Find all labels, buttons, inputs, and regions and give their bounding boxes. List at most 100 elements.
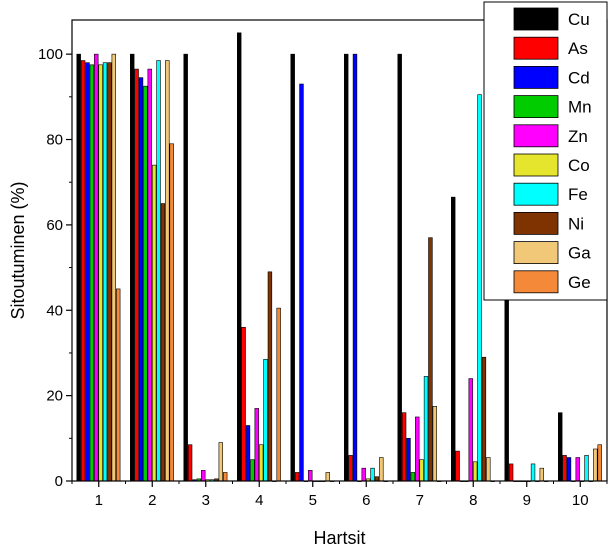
bar-as-7 [401,412,407,482]
bar-ge-3 [223,472,228,482]
y-tick-label: 20 [46,388,63,405]
legend-swatch-zn [513,124,559,148]
x-tick-label: 2 [148,492,156,509]
bar-cd-1 [85,62,90,482]
legend: Cu As Cd Mn Zn Co Fe Ni Ga Ge [483,1,608,301]
bar-ni-7 [428,237,433,482]
bar-zn-1 [94,53,99,482]
bar-group-6 [344,53,388,482]
bar-as-6 [348,455,353,482]
legend-label-co: Co [568,156,590,175]
bar-as-2 [134,68,139,482]
legend-swatch-co [513,153,559,177]
bar-ga-9 [539,467,544,482]
bar-co-1 [98,64,103,482]
bar-fe-9 [530,463,536,482]
bar-ga-5 [325,472,331,482]
bar-zn-8 [468,378,473,482]
bar-ge-2 [169,143,174,482]
legend-label-zn: Zn [568,127,588,146]
bar-zn-4 [254,408,259,482]
bar-cu-3 [183,53,188,482]
bar-mn-7 [410,472,416,482]
y-tick-label: 100 [38,46,63,63]
bar-ni-2 [160,203,166,482]
legend-swatch-ni [513,211,559,235]
bar-zn-5 [308,470,313,482]
bar-group-7 [397,53,442,482]
bar-ni-6 [374,476,380,482]
x-tick-label: 9 [523,492,531,509]
legend-label-mn: Mn [568,98,592,117]
bar-fe-1 [102,62,108,482]
bar-cd-4 [245,425,251,482]
legend-swatch-cd [513,66,559,89]
bar-as-1 [80,60,86,482]
x-tick-label: 3 [202,492,210,509]
bar-ni-8 [481,356,487,482]
x-tick-label: 4 [255,492,263,509]
x-tick-label: 6 [362,492,370,509]
bar-group-1 [76,53,121,482]
bar-zn-10 [575,457,580,482]
legend-label-cu: Cu [568,10,590,29]
bar-mn-4 [250,459,255,482]
bar-as-9 [508,463,514,482]
bar-co-8 [472,461,478,482]
bar-cd-2 [138,77,144,482]
legend-label-ni: Ni [568,214,584,233]
legend-label-fe: Fe [568,185,588,204]
bar-group-3 [183,53,228,482]
legend-swatch-mn [513,95,559,118]
bar-zn-7 [415,416,420,482]
bar-ga-1 [111,53,117,482]
bar-fe-10 [584,455,589,482]
bar-ga-7 [432,405,438,482]
legend-label-as: As [568,39,588,58]
bar-group-5 [290,53,335,482]
bar-as-5 [294,472,300,482]
legend-label-ga: Ga [568,244,591,263]
bar-as-8 [455,450,460,482]
bar-fe-2 [156,60,161,482]
bar-cu-7 [397,53,402,482]
bar-ni-4 [267,271,273,482]
x-tick-label: 8 [469,492,477,509]
bar-cu-1 [76,53,81,482]
bar-as-4 [241,327,246,482]
bar-cu-2 [130,53,135,482]
bar-cu-10 [558,412,563,482]
bar-group-4 [237,32,281,482]
bar-co-2 [151,164,157,482]
y-axis-title: Sitoutuminen (%) [8,181,28,319]
x-axis: 1 2 3 4 5 6 7 8 9 10 [71,481,608,509]
bar-as-3 [187,444,193,482]
bar-cd-6 [352,53,358,482]
y-tick-label: 80 [46,132,63,149]
bar-ga-6 [379,457,384,482]
bar-mn-2 [143,85,148,482]
bar-zn-6 [361,467,366,482]
bar-fe-4 [263,359,268,482]
legend-swatch-fe [513,182,559,206]
y-tick-label: 40 [46,302,63,319]
y-axis: 0 20 40 60 80 100 [38,46,72,490]
x-axis-title: Hartsit [313,528,365,548]
bar-as-10 [562,455,567,482]
x-tick-label: 7 [416,492,424,509]
bar-cu-5 [290,53,295,482]
bar-ga-10 [593,448,598,482]
legend-swatch-ge [513,270,559,294]
bar-ni-1 [107,62,112,482]
bar-cu-6 [344,53,349,482]
bar-mn-1 [89,64,95,482]
y-tick-label: 60 [46,217,63,234]
bar-zn-2 [147,68,152,482]
bar-ge-10 [597,444,602,482]
bar-ga-3 [218,442,224,482]
bar-fe-7 [423,376,429,482]
bar-ge-4 [276,307,281,482]
legend-label-cd: Cd [568,68,590,87]
bar-group-10 [558,412,602,482]
